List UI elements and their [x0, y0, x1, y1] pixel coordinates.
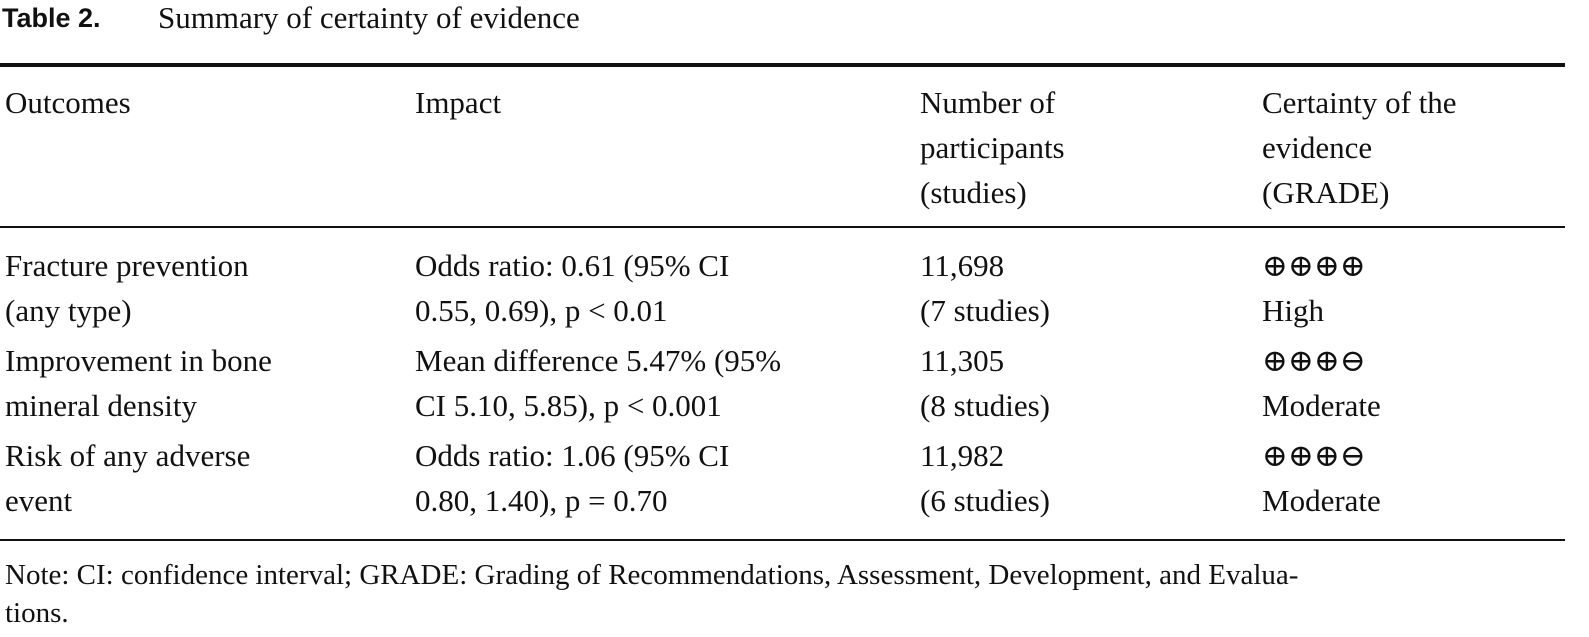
table-cell: 11,982	[920, 438, 1005, 473]
header-cell: Outcomes	[5, 85, 131, 120]
table-note: tions.	[5, 597, 69, 629]
table-cell: High	[1262, 293, 1324, 328]
table-cell: Mean difference 5.47% (95%	[415, 343, 782, 378]
table-cell: Odds ratio: 0.61 (95% CI	[415, 248, 730, 283]
top-rule	[0, 63, 1565, 67]
table-cell: (6 studies)	[920, 483, 1051, 518]
header-cell: (GRADE)	[1262, 175, 1390, 210]
header-cell: participants	[920, 130, 1065, 165]
table-note: Note: CI: confidence interval; GRADE: Gr…	[5, 559, 1299, 591]
table-label: Table 2.	[2, 3, 101, 33]
bottom-rule	[0, 539, 1565, 541]
table-cell: (8 studies)	[920, 388, 1051, 423]
table-cell: (7 studies)	[920, 293, 1051, 328]
table-cell: mineral density	[5, 388, 197, 423]
table-cell: 0.80, 1.40), p = 0.70	[415, 483, 668, 518]
table-cell: event	[5, 483, 73, 518]
table-cell: Moderate	[1262, 483, 1381, 518]
header-cell: Impact	[415, 85, 502, 120]
table-cell: ⊕⊕⊕⊖	[1262, 438, 1366, 473]
table-cell: 11,305	[920, 343, 1005, 378]
table-cell: Risk of any adverse	[5, 438, 251, 473]
table-cell: Improvement in bone	[5, 343, 272, 378]
table-title: Summary of certainty of evidence	[158, 0, 580, 35]
table-cell: ⊕⊕⊕⊖	[1262, 343, 1366, 378]
header-rule	[0, 226, 1565, 228]
header-cell: (studies)	[920, 175, 1027, 210]
table-cell: 11,698	[920, 248, 1005, 283]
table-cell: (any type)	[5, 293, 132, 328]
header-cell: evidence	[1262, 130, 1373, 165]
table-cell: Moderate	[1262, 388, 1381, 423]
table-cell: Fracture prevention	[5, 248, 249, 283]
table-cell: ⊕⊕⊕⊕	[1262, 248, 1366, 283]
table-cell: 0.55, 0.69), p < 0.01	[415, 293, 668, 328]
header-cell: Certainty of the	[1262, 85, 1457, 120]
header-cell: Number of	[920, 85, 1056, 120]
table-cell: CI 5.10, 5.85), p < 0.001	[415, 388, 722, 423]
table-cell: Odds ratio: 1.06 (95% CI	[415, 438, 730, 473]
